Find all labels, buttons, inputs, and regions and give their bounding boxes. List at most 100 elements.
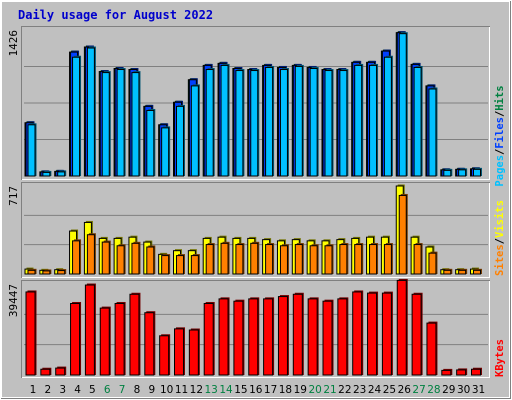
bar-pages-day-2	[42, 171, 51, 177]
x-tick-label: 7	[119, 384, 126, 396]
bar-kbytes-day-30	[456, 369, 467, 376]
x-tick-label: 15	[234, 384, 247, 396]
bar-kbytes-day-1	[25, 291, 36, 376]
bar-sites-day-6	[101, 241, 110, 275]
x-tick-label: 28	[427, 384, 440, 396]
bar-pages-day-23	[354, 64, 363, 177]
bar-kbytes-day-22	[337, 298, 348, 376]
bar-sites-day-25	[383, 244, 392, 275]
bar-sites-day-14	[220, 242, 229, 275]
bar-kbytes-day-14	[218, 298, 229, 376]
bar-sites-day-18	[279, 245, 288, 275]
x-tick-label: 27	[412, 384, 425, 396]
bar-sites-day-13	[205, 244, 214, 275]
bar-pages-day-8	[131, 72, 140, 177]
x-tick-label: 31	[472, 384, 485, 396]
legend-hits: Hits	[494, 85, 506, 110]
legend-sep-2: /	[494, 111, 506, 117]
x-tick-label: 25	[383, 384, 396, 396]
bar-pages-day-18	[279, 69, 288, 177]
panel2-ymax-label: 717	[7, 186, 20, 206]
bar-kbytes-day-21	[322, 300, 333, 376]
bar-pages-day-25	[383, 56, 392, 177]
bar-pages-day-17	[265, 66, 274, 177]
x-tick-label: 14	[219, 384, 233, 396]
bar-pages-day-20	[309, 67, 318, 177]
bar-sites-day-15	[235, 244, 244, 275]
bar-sites-day-24	[369, 244, 378, 275]
bar-kbytes-day-10	[159, 335, 170, 376]
legend-kbytes: KBytes	[494, 339, 506, 377]
bar-sites-day-31	[473, 269, 481, 275]
bar-kbytes-day-17	[263, 298, 274, 376]
bar-pages-day-9	[146, 109, 155, 177]
bar-sites-day-11	[176, 255, 184, 275]
bar-pages-day-22	[339, 70, 348, 177]
legend-sep-3: /	[494, 238, 506, 244]
bar-kbytes-day-9	[144, 312, 155, 376]
bar-sites-day-2	[42, 270, 51, 275]
bar-kbytes-day-18	[277, 296, 288, 376]
bar-sites-day-27	[413, 244, 422, 275]
bar-kbytes-day-31	[471, 368, 481, 376]
x-tick-label: 12	[190, 384, 203, 396]
panel3-ymax-label: 39447	[7, 284, 20, 317]
x-tick-label: 16	[249, 384, 263, 396]
bar-kbytes-day-4	[70, 302, 81, 376]
x-tick-label: 2	[45, 384, 52, 396]
x-tick-label: 3	[59, 384, 66, 396]
bar-pages-day-19	[294, 65, 303, 177]
x-tick-label: 11	[175, 384, 188, 396]
bar-sites-day-21	[324, 245, 333, 275]
bar-pages-day-21	[324, 70, 333, 177]
bar-sites-day-26	[398, 194, 407, 275]
bar-kbytes-day-11	[174, 328, 184, 376]
x-tick-label: 5	[89, 384, 96, 396]
bar-sites-day-23	[354, 244, 363, 275]
bar-kbytes-day-26	[396, 279, 407, 376]
bar-pages-day-15	[235, 70, 244, 177]
legend-visits: Visits	[494, 200, 506, 238]
bar-pages-day-13	[205, 69, 214, 177]
bar-pages-day-11	[176, 105, 184, 177]
bar-pages-day-5	[86, 47, 95, 177]
bar-kbytes-day-28	[426, 322, 437, 376]
panel2-legend: Sites/Visits	[494, 200, 506, 276]
panel1-legend: Pages/Files/Hits	[494, 85, 506, 186]
x-tick-label: 22	[338, 384, 351, 396]
bar-pages-day-12	[190, 85, 199, 177]
bar-sites-day-5	[86, 234, 95, 275]
bar-kbytes-day-5	[84, 284, 95, 376]
bar-kbytes-day-15	[233, 300, 244, 376]
bar-pages-day-27	[413, 66, 422, 177]
bar-pages-day-31	[473, 168, 481, 177]
bar-sites-day-28	[428, 252, 437, 275]
x-tick-label: 21	[323, 384, 336, 396]
bar-sites-day-4	[72, 240, 81, 275]
x-tick-label: 26	[398, 384, 412, 396]
x-tick-label: 1	[30, 384, 37, 396]
bar-sites-day-12	[190, 255, 199, 275]
x-tick-label: 17	[264, 384, 277, 396]
bar-kbytes-day-29	[441, 369, 452, 376]
x-tick-label: 9	[148, 384, 155, 396]
bar-pages-day-28	[428, 88, 437, 177]
bar-kbytes-day-25	[381, 292, 392, 376]
chart-title: Daily usage for August 2022	[18, 8, 213, 22]
bar-kbytes-day-3	[55, 367, 66, 376]
bar-pages-day-29	[443, 169, 452, 177]
bar-kbytes-day-8	[129, 293, 140, 376]
bar-sites-day-10	[161, 255, 170, 275]
bar-sites-day-29	[443, 269, 452, 275]
bar-sites-day-20	[309, 245, 318, 275]
x-tick-label: 24	[368, 384, 382, 396]
bar-pages-day-24	[369, 64, 378, 177]
x-tick-label: 4	[74, 384, 81, 396]
bar-kbytes-day-20	[307, 298, 318, 376]
bars-layer	[24, 31, 482, 376]
x-tick-label: 8	[134, 384, 141, 396]
bar-sites-day-17	[265, 244, 274, 275]
bar-kbytes-day-13	[203, 302, 214, 376]
panel1-ymax-label: 1426	[7, 30, 20, 57]
